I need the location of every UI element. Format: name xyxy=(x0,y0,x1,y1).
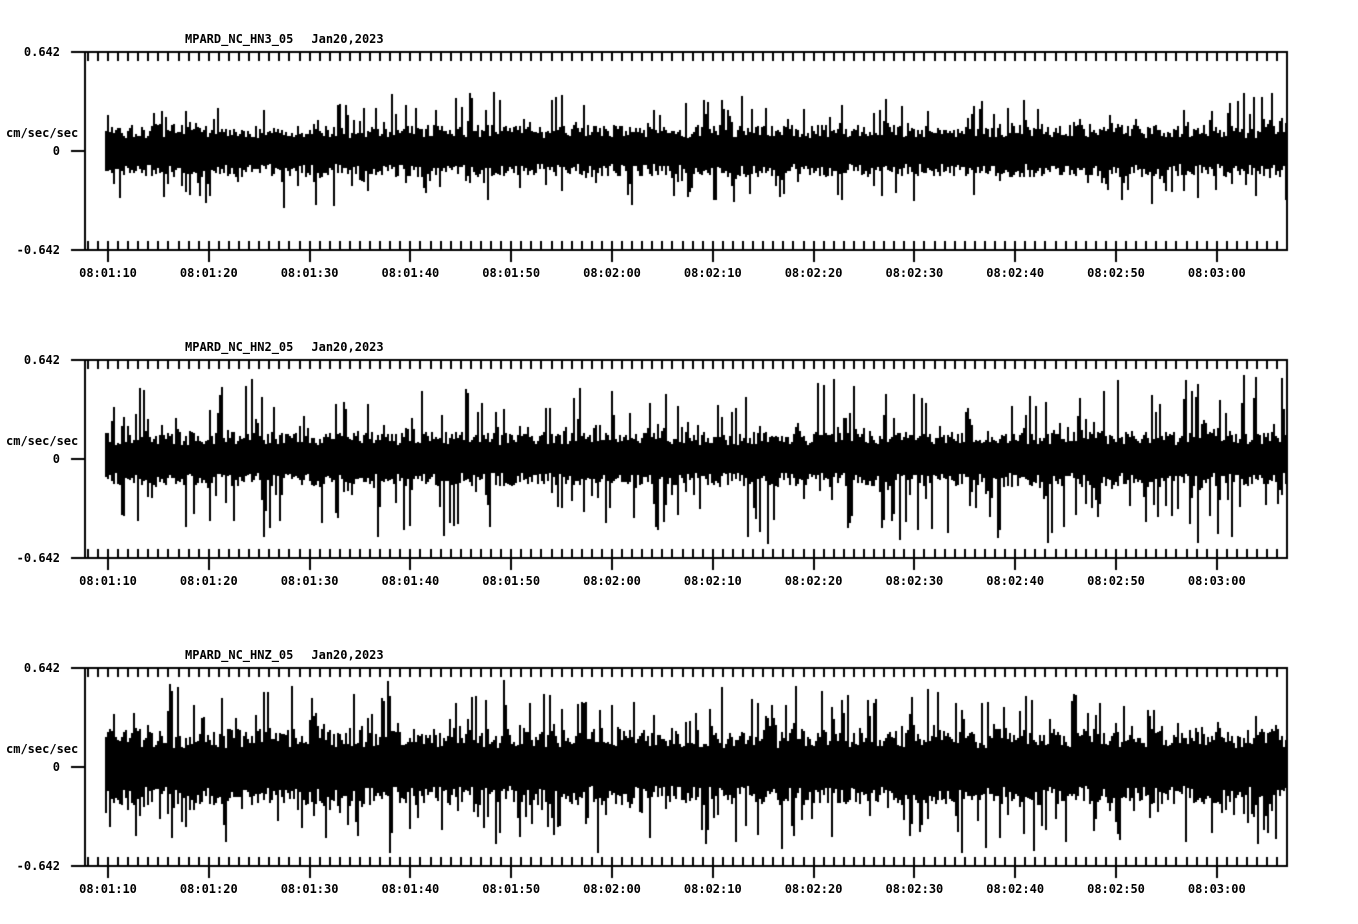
x-tick-label: 08:02:10 xyxy=(683,266,742,280)
x-tick-label: 08:02:40 xyxy=(986,266,1045,280)
y-axis-unit: cm/sec/sec xyxy=(6,742,79,756)
x-tick-label: 08:01:40 xyxy=(381,882,440,896)
y-min-label: -0.642 xyxy=(16,859,60,873)
x-tick-label: 08:01:10 xyxy=(79,266,137,280)
x-tick-label: 08:02:20 xyxy=(784,882,843,896)
x-tick-label: 08:02:30 xyxy=(885,882,944,896)
x-tick-label: 08:01:20 xyxy=(179,266,238,280)
y-max-label: 0.642 xyxy=(23,353,60,367)
x-tick-label: 08:01:30 xyxy=(280,882,339,896)
trace-id: MPARD_NC_HN3_05 xyxy=(185,32,294,46)
x-tick-label: 08:01:40 xyxy=(381,266,440,280)
x-tick-label: 08:02:50 xyxy=(1087,882,1145,896)
y-axis-unit: cm/sec/sec xyxy=(6,434,79,448)
trace-title: MPARD_NC_HN2_05 Jan20,2023 xyxy=(185,340,384,354)
x-tick-label: 08:01:50 xyxy=(482,882,541,896)
x-tick-label: 08:02:00 xyxy=(583,266,641,280)
x-tick-label: 08:01:50 xyxy=(482,574,541,588)
x-tick-label: 08:01:30 xyxy=(280,574,339,588)
trace-id: MPARD_NC_HNZ_05 xyxy=(185,648,294,662)
x-tick-label: 08:02:50 xyxy=(1087,266,1145,280)
x-tick-label: 08:03:00 xyxy=(1187,574,1246,588)
x-tick-label: 08:02:00 xyxy=(583,574,641,588)
x-tick-label: 08:01:10 xyxy=(79,574,137,588)
x-tick-label: 08:01:30 xyxy=(280,266,339,280)
trace-id: MPARD_NC_HN2_05 xyxy=(185,340,294,354)
x-tick-label: 08:01:50 xyxy=(482,266,541,280)
x-tick-label: 08:02:50 xyxy=(1087,574,1145,588)
y-max-label: 0.642 xyxy=(23,45,60,59)
y-zero-label: 0 xyxy=(52,452,60,466)
trace-title: MPARD_NC_HNZ_05 Jan20,2023 xyxy=(185,648,384,662)
x-tick-label: 08:02:20 xyxy=(784,266,843,280)
x-tick-label: 08:02:00 xyxy=(583,882,641,896)
x-tick-label: 08:02:40 xyxy=(986,574,1045,588)
y-zero-label: 0 xyxy=(52,760,60,774)
y-min-label: -0.642 xyxy=(16,243,60,257)
x-tick-label: 08:02:30 xyxy=(885,574,944,588)
trace-date: Jan20,2023 xyxy=(311,648,384,662)
x-tick-label: 08:02:10 xyxy=(683,882,742,896)
x-tick-label: 08:01:20 xyxy=(179,574,238,588)
x-tick-label: 08:01:20 xyxy=(179,882,238,896)
y-max-label: 0.642 xyxy=(23,661,60,675)
y-axis-unit: cm/sec/sec xyxy=(6,126,79,140)
x-tick-label: 08:02:20 xyxy=(784,574,843,588)
trace-date: Jan20,2023 xyxy=(311,340,384,354)
trace-title: MPARD_NC_HN3_05 Jan20,2023 xyxy=(185,32,384,46)
y-zero-label: 0 xyxy=(52,144,60,158)
x-tick-label: 08:03:00 xyxy=(1187,266,1246,280)
x-tick-label: 08:02:40 xyxy=(986,882,1045,896)
x-tick-label: 08:03:00 xyxy=(1187,882,1246,896)
x-tick-label: 08:02:30 xyxy=(885,266,944,280)
x-tick-label: 08:02:10 xyxy=(683,574,742,588)
x-tick-label: 08:01:10 xyxy=(79,882,137,896)
trace-date: Jan20,2023 xyxy=(311,32,384,46)
y-min-label: -0.642 xyxy=(16,551,60,565)
x-tick-label: 08:01:40 xyxy=(381,574,440,588)
